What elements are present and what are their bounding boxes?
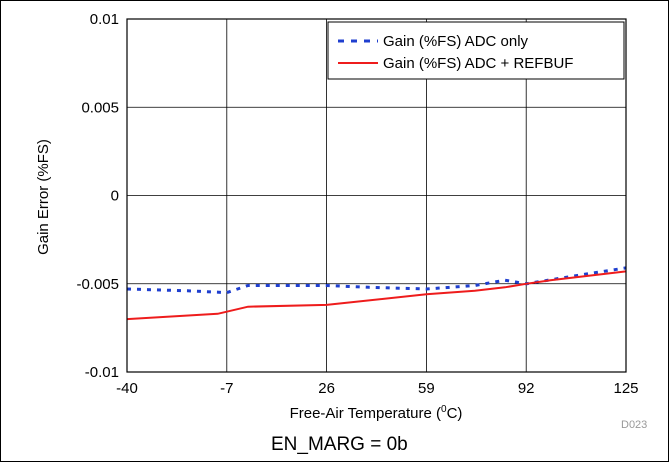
series-line-2 — [126, 270, 627, 321]
x-tick-label: 26 — [318, 380, 335, 397]
y-axis-label: Gain Error (%FS) — [35, 139, 52, 255]
figure-caption: EN_MARG = 0b — [271, 434, 408, 455]
y-tick-label: -0.005 — [76, 276, 119, 293]
legend: Gain (%FS) ADC only Gain (%FS) ADC + REFB… — [327, 21, 625, 80]
x-axis-label: Free-Air Temperature (0C) — [290, 404, 463, 422]
x-axis-label-superscript: 0 — [441, 404, 447, 415]
tick-labels: -40 -7 26 59 92 125 0.01 0.005 0 -0.005 -0.01 — [76, 11, 638, 397]
y-tick-label: -0.01 — [85, 364, 119, 381]
legend-label: Gain (%FS) ADC only — [383, 33, 529, 50]
x-tick-label: 59 — [418, 380, 435, 397]
x-tick-label: 125 — [613, 380, 638, 397]
y-tick-label: 0.01 — [90, 11, 119, 28]
plot-area — [126, 18, 627, 373]
series-lines — [126, 266, 627, 321]
x-tick-label: -7 — [220, 380, 233, 397]
x-axis-label-main: Free-Air Temperature ( — [290, 405, 441, 422]
figure-code: D023 — [621, 419, 648, 431]
x-tick-label: 92 — [518, 380, 535, 397]
y-tick-label: 0 — [111, 188, 119, 205]
legend-box — [327, 21, 625, 80]
x-axis-label-end: C) — [447, 405, 463, 422]
x-tick-label: -40 — [116, 380, 138, 397]
y-tick-label: 0.005 — [81, 99, 119, 116]
legend-label: Gain (%FS) ADC + REFBUF — [383, 55, 573, 72]
